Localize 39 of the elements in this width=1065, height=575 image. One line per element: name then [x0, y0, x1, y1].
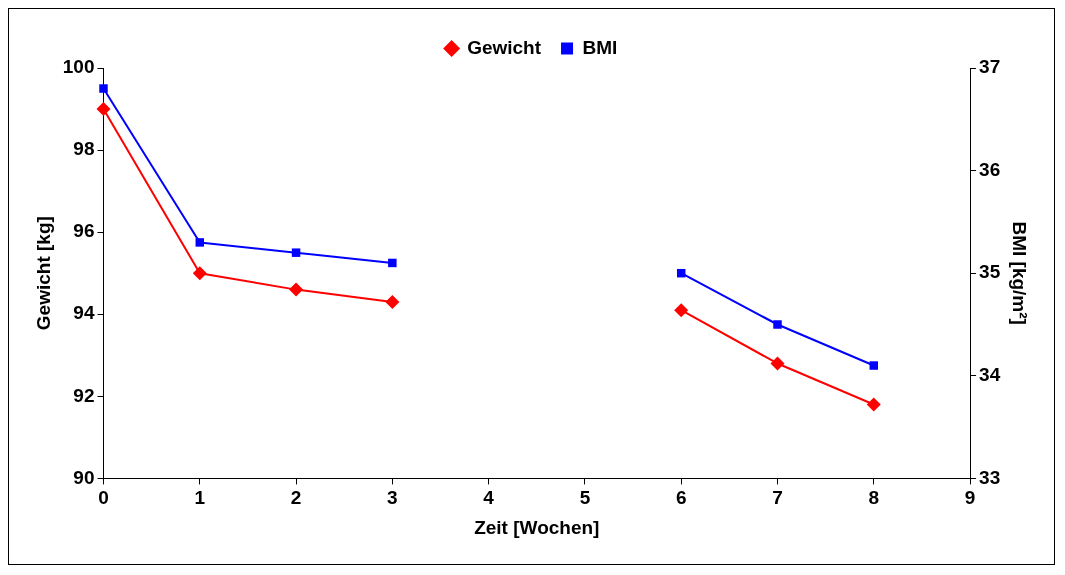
y-tick-label: 98: [73, 138, 95, 160]
point: [291, 248, 301, 257]
point: [195, 238, 205, 247]
x-tick-label: 9: [964, 487, 976, 509]
x-tick-label: 7: [772, 487, 783, 509]
y-tick-label: 94: [73, 302, 95, 324]
y-tick-label: 100: [62, 56, 95, 78]
y-axis-title: Gewicht [kg]: [32, 216, 54, 331]
point: [289, 282, 304, 297]
y2-tick-label: 34: [979, 364, 1001, 386]
y2-tick-label: 36: [979, 158, 1001, 180]
x-tick-label: 8: [868, 487, 880, 509]
y2-tick-label: 35: [979, 261, 1001, 283]
x-tick-label: 5: [579, 487, 591, 509]
y-tick-label: 92: [73, 384, 95, 406]
x-tick-label: 3: [387, 487, 398, 509]
point: [385, 294, 400, 309]
point: [773, 320, 782, 329]
y-tick-label: 96: [73, 220, 95, 242]
y2-tick-label: 33: [979, 466, 1001, 488]
y-tick-label: 90: [73, 466, 95, 488]
y2-axis-title: BMI [kg/m²]: [1009, 221, 1031, 325]
legend-label: Gewicht: [467, 36, 542, 58]
point: [96, 102, 111, 117]
point: [192, 266, 207, 281]
point: [99, 84, 108, 93]
y2-tick-label: 37: [979, 56, 1001, 78]
point: [770, 356, 785, 371]
point: [866, 397, 881, 412]
x-tick-label: 6: [675, 487, 687, 509]
legend-label: BMI: [582, 36, 618, 58]
x-tick-label: 2: [290, 487, 302, 509]
x-tick-label: 1: [194, 487, 206, 509]
point: [674, 303, 689, 318]
x-axis-title: Zeit [Wochen]: [474, 516, 600, 538]
point: [388, 258, 397, 268]
point: [869, 361, 879, 370]
x-tick-label: 4: [483, 487, 495, 509]
x-tick-label: 0: [98, 487, 109, 509]
